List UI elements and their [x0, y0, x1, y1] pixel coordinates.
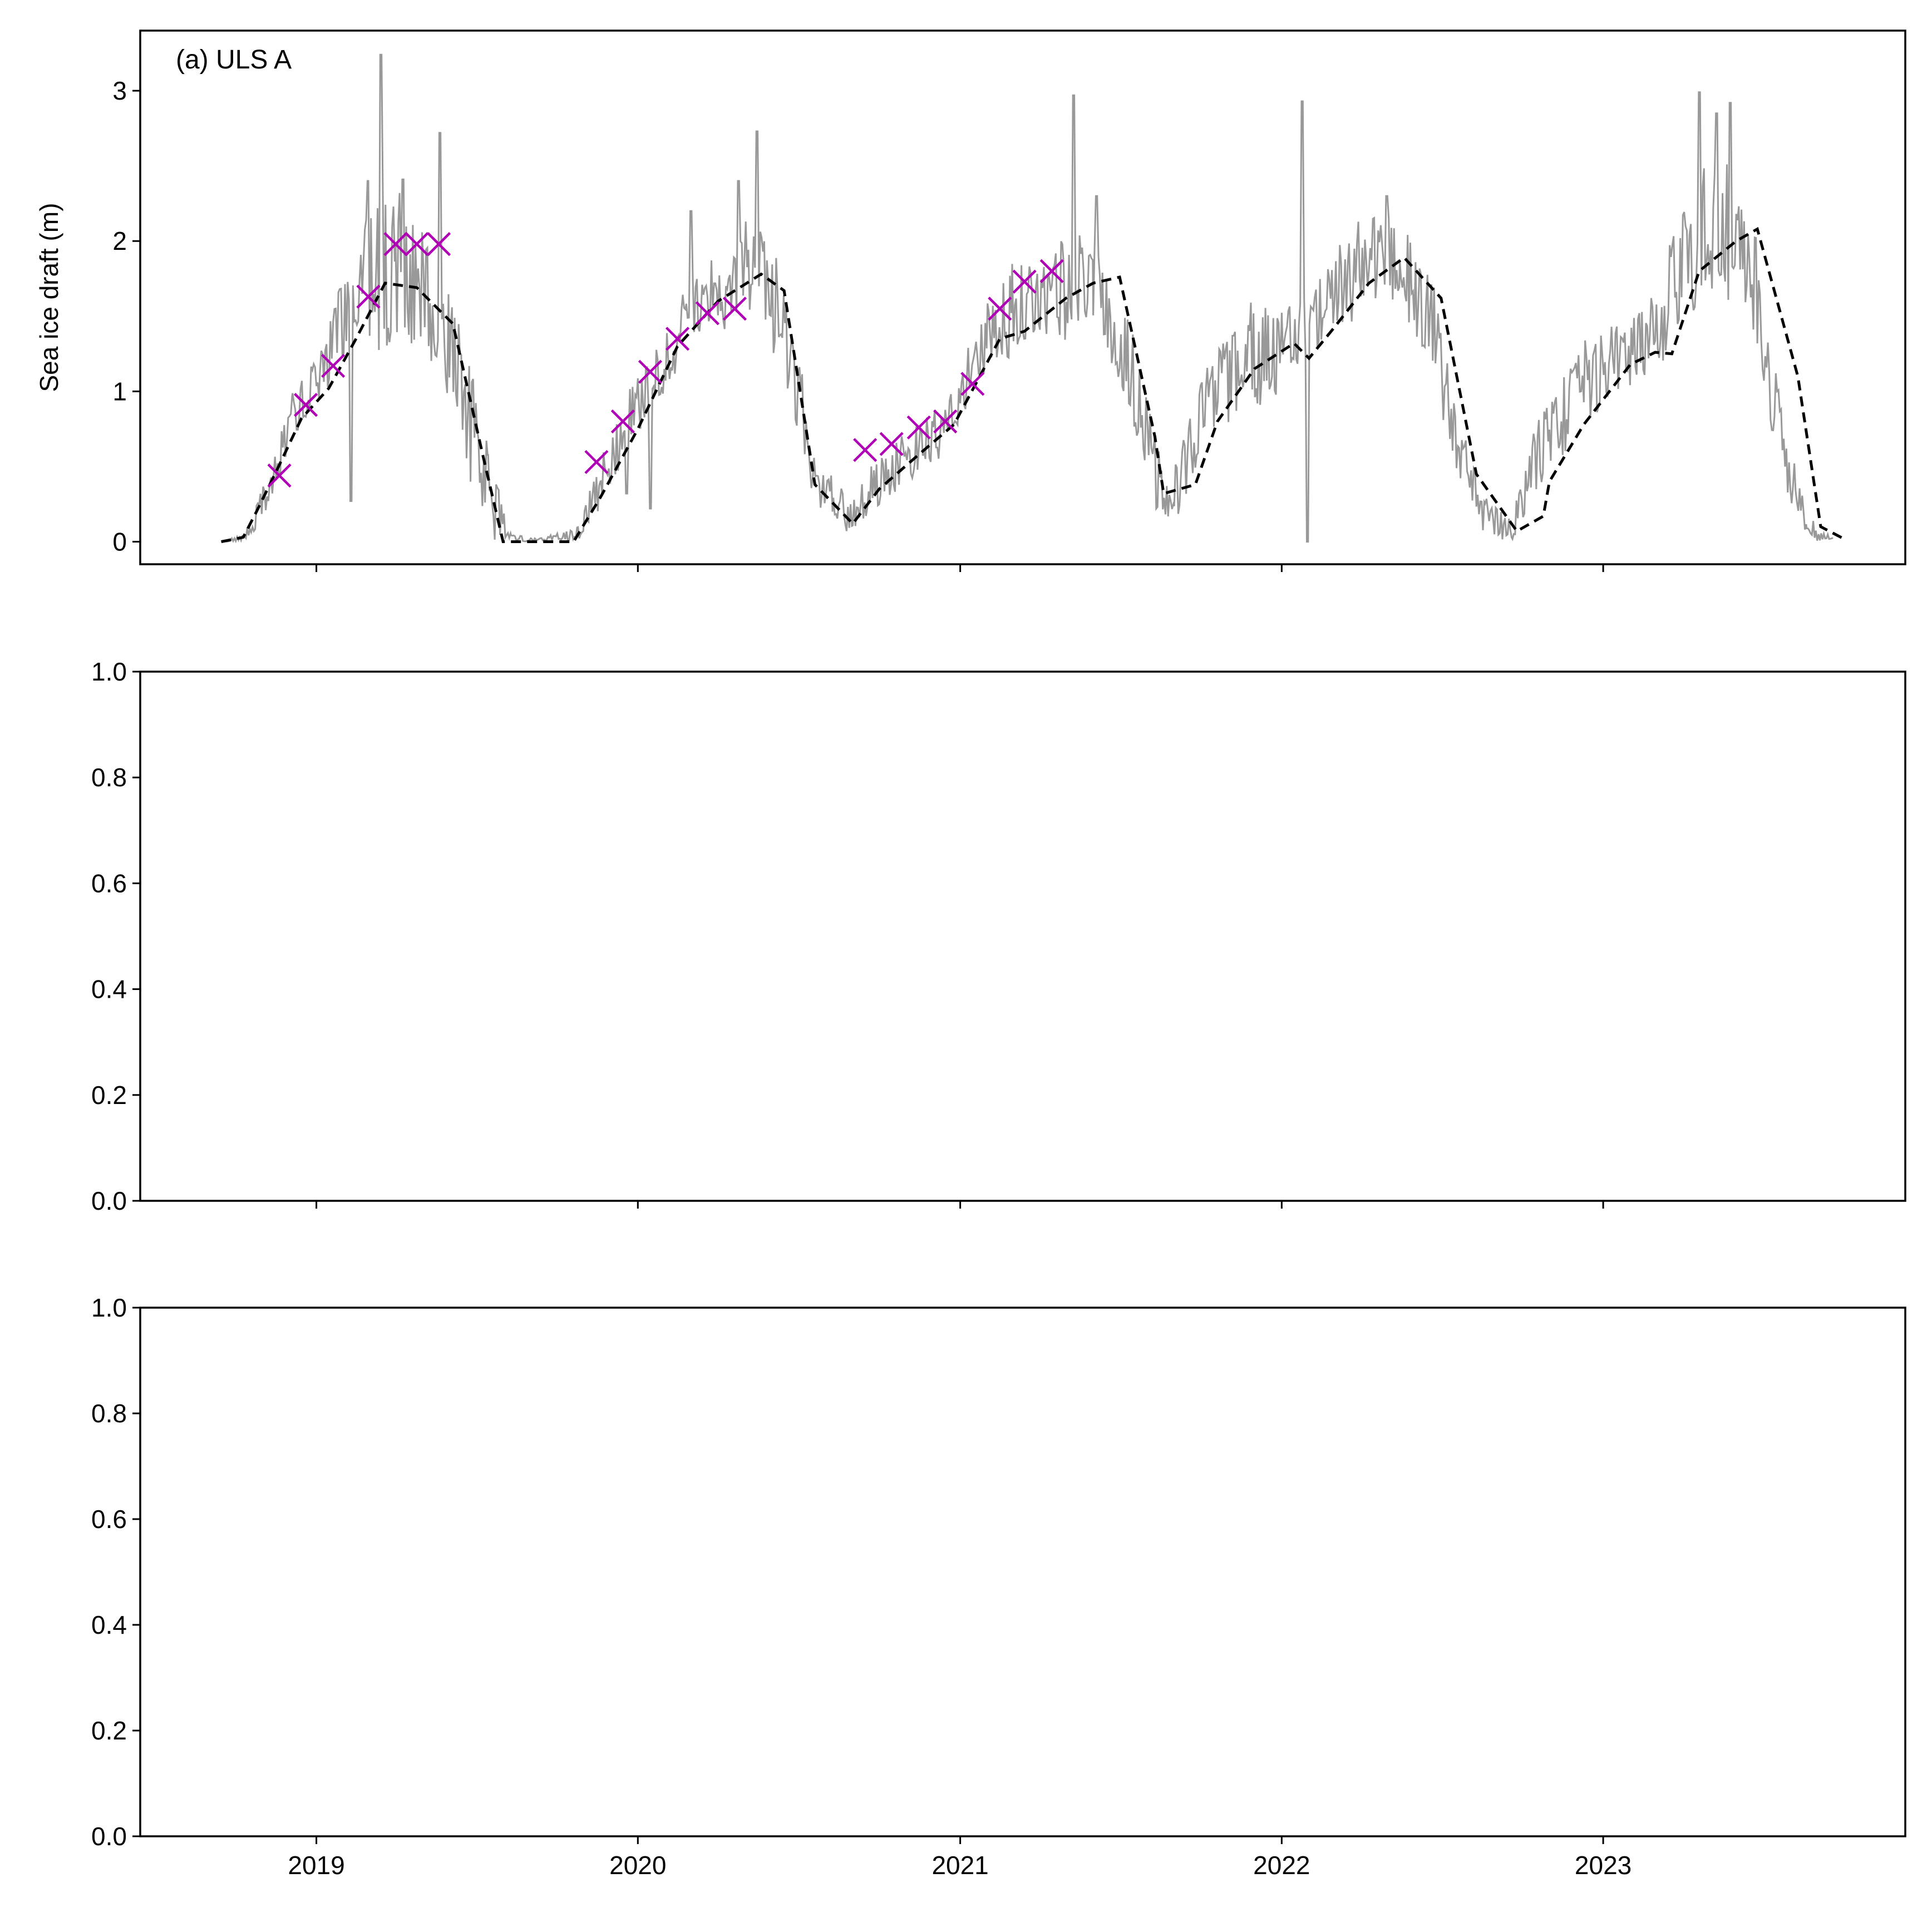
x-marker: [906, 415, 931, 440]
x-marker: [610, 409, 635, 433]
x-marker: [321, 353, 346, 378]
mean-draft-dashed-line: [221, 226, 1845, 543]
x-marker: [267, 464, 292, 488]
y-tick-label: 0.8: [91, 763, 127, 792]
x-marker: [356, 284, 381, 309]
y-tick-label: 0.4: [91, 975, 127, 1004]
daily-draft-line: [221, 53, 1834, 544]
y-tick-label: 0.0: [91, 1186, 127, 1215]
x-tick-label: 2020: [609, 1851, 666, 1880]
y-tick-label: 0: [112, 527, 127, 556]
panel-b: 0.0 0.2 0.4 0.6 0.8 1.0: [91, 657, 1906, 1215]
y-tick-label: 0.8: [91, 1399, 127, 1428]
x-marker: [695, 301, 719, 326]
x-marker: [960, 372, 985, 396]
x-tick-label: 2019: [288, 1851, 344, 1880]
axes-frame: [139, 671, 1906, 1202]
x-marker: [405, 232, 429, 257]
x-marker: [383, 232, 408, 257]
x-tick-label: 2021: [931, 1851, 988, 1880]
x-marker: [853, 438, 878, 462]
y-tick-label: 3: [112, 76, 127, 105]
axes-frame: [139, 1307, 1906, 1837]
x-marker: [1012, 269, 1037, 294]
x-tick-label: 2022: [1253, 1851, 1310, 1880]
axes-frame: [139, 29, 1906, 565]
y-tick-label: 0.6: [91, 869, 127, 898]
y-tick-label: 1: [112, 377, 127, 406]
y-tick-label: 1.0: [91, 657, 127, 686]
x-marker: [665, 327, 690, 351]
panel-c: 0.0 0.2 0.4 0.6 0.8 1.0 2019 2020 2021 2022 2023: [91, 1293, 1906, 1880]
y-tick-label: 0.0: [91, 1822, 127, 1851]
y-tick-label: 1.0: [91, 1293, 127, 1322]
x-marker: [293, 393, 318, 417]
y-tick-label: 0.4: [91, 1610, 127, 1639]
y-tick-label: 0.6: [91, 1505, 127, 1534]
x-marker: [988, 297, 1012, 321]
x-marker: [584, 450, 609, 474]
x-marker: [1039, 259, 1064, 283]
x-marker: [933, 409, 958, 433]
y-axis-label: Sea ice draft (m): [34, 203, 63, 392]
x-marker: [722, 297, 747, 321]
y-tick-label: 0.2: [91, 1081, 127, 1110]
x-marker: [638, 359, 663, 384]
y-tick-label: 2: [112, 226, 127, 255]
y-tick-label: 0.2: [91, 1716, 127, 1745]
x-tick-label: 2023: [1575, 1851, 1632, 1880]
plot-area: [221, 53, 1845, 544]
panel-a: 0 1 2 3 Sea ice draft (m) (a) ULS A: [34, 29, 1906, 572]
x-marker: [879, 432, 904, 456]
x-marker: [426, 232, 451, 257]
panel-label: (a) ULS A: [176, 45, 292, 75]
